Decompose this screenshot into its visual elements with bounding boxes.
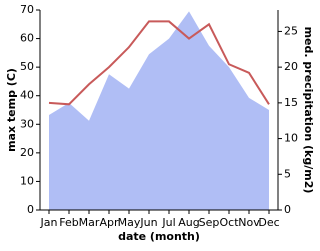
y2-tick-label: 25 — [284, 24, 298, 37]
y-tick-label: 10 — [20, 174, 34, 187]
x-tick-label: Oct — [219, 216, 239, 229]
y2-tick-label: 10 — [284, 132, 298, 145]
x-tick-label: Sep — [199, 216, 220, 229]
chart: date (month) max temp (C) med. precipita… — [5, 3, 315, 243]
y-tick-label: 30 — [20, 117, 34, 130]
x-tick-label: Jan — [40, 216, 58, 229]
precip-area — [49, 11, 269, 210]
x-tick-label: May — [118, 216, 141, 229]
temp-line — [48, 20, 270, 106]
y-tick-label: 20 — [20, 146, 34, 159]
x-tick-label: Jun — [139, 216, 157, 229]
x-axis-label: date (month) — [118, 230, 200, 243]
y-tick-label: 40 — [20, 89, 34, 102]
y2-tick-label: 20 — [284, 60, 298, 73]
y-tick-label: 0 — [27, 203, 34, 216]
y2-tick-label: 15 — [284, 96, 298, 109]
x-tick-label: Apr — [99, 216, 119, 229]
x-tick-label: Feb — [59, 216, 78, 229]
y2-axis-label: med. precipitation (kg/m2) — [302, 27, 315, 194]
x-tick-label: Nov — [238, 216, 260, 229]
y-tick-label: 50 — [20, 60, 34, 73]
x-tick-label: Dec — [258, 216, 279, 229]
x-tick-label: Mar — [79, 216, 100, 229]
y-axis-label: max temp (C) — [5, 68, 18, 152]
y2-tick-label: 5 — [284, 167, 291, 180]
x-tick-label: Jul — [161, 216, 175, 229]
y2-tick-label: 0 — [284, 203, 291, 216]
x-tick-label: Aug — [178, 216, 199, 229]
y-tick-label: 60 — [20, 32, 34, 45]
y-tick-label: 70 — [20, 3, 34, 16]
